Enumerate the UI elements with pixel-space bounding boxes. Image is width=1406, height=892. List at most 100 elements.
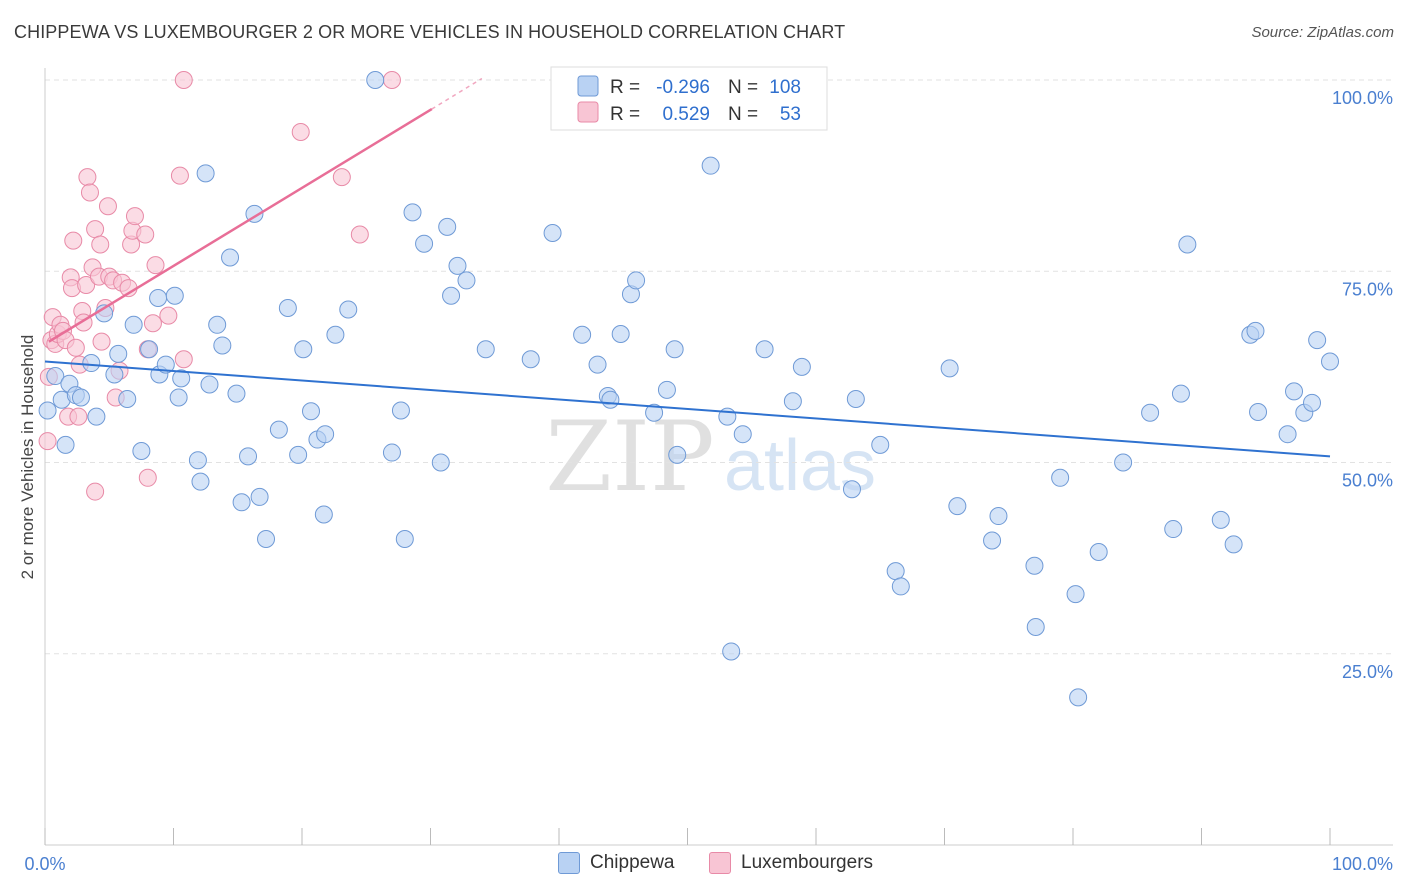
chippewa-point bbox=[1246, 321, 1265, 340]
chippewa-point bbox=[232, 493, 251, 512]
chippewa-point bbox=[1211, 510, 1230, 529]
chippewa-point bbox=[278, 298, 297, 317]
legend-swatch-luxembourgers bbox=[577, 101, 599, 123]
chippewa-point bbox=[109, 344, 128, 363]
luxembourgers-point bbox=[77, 276, 96, 295]
chippewa-point bbox=[476, 340, 495, 359]
x-tick-label: 100.0% bbox=[1332, 854, 1393, 874]
chippewa-point bbox=[543, 224, 562, 242]
y-tick-labels: 25.0% 50.0% 75.0% 100.0% bbox=[1332, 88, 1393, 682]
luxembourgers-point bbox=[174, 350, 193, 369]
chippewa-point bbox=[165, 286, 184, 305]
chippewa-point bbox=[188, 451, 207, 470]
chippewa-point bbox=[1089, 543, 1108, 562]
chippewa-point bbox=[391, 401, 410, 420]
luxembourgers-point bbox=[98, 197, 117, 216]
chippewa-point bbox=[1308, 331, 1327, 350]
luxembourgers-trend-line bbox=[48, 108, 433, 343]
chippewa-point bbox=[250, 487, 269, 506]
luxembourgers-point bbox=[146, 256, 165, 275]
chippewa-point bbox=[213, 336, 232, 355]
chippewa-point bbox=[294, 340, 313, 359]
top-legend: R = -0.296 N = 108 R = 0.529 N = 53 bbox=[550, 66, 828, 131]
chart-title: CHIPPEWA VS LUXEMBOURGER 2 OR MORE VEHIC… bbox=[14, 22, 846, 42]
chippewa-point bbox=[1303, 393, 1322, 412]
chippewa-point bbox=[1178, 235, 1197, 254]
chippewa-point bbox=[1051, 468, 1070, 487]
legend-n-value-1: 108 bbox=[769, 77, 801, 98]
luxembourgers-points bbox=[38, 71, 401, 501]
chippewa-point bbox=[326, 325, 345, 344]
chippewa-point bbox=[132, 442, 151, 461]
luxembourgers-point bbox=[350, 225, 369, 244]
chippewa-point bbox=[191, 472, 210, 491]
chippewa-point bbox=[645, 403, 664, 422]
chippewa-point bbox=[71, 388, 90, 407]
chippewa-point bbox=[156, 355, 175, 374]
chippewa-point bbox=[1141, 403, 1160, 422]
chippewa-point bbox=[457, 271, 476, 290]
chippewa-point bbox=[56, 435, 75, 454]
luxembourgers-point bbox=[69, 407, 88, 426]
chippewa-point bbox=[521, 350, 540, 369]
legend-r-label-1: R = bbox=[610, 77, 640, 98]
luxembourgers-point bbox=[38, 432, 57, 451]
x-tick-label: 0.0% bbox=[24, 854, 65, 874]
legend-r-value-1: -0.296 bbox=[656, 77, 710, 98]
chippewa-point bbox=[366, 71, 385, 89]
chippewa-point bbox=[1171, 384, 1190, 403]
chippewa-point bbox=[149, 289, 168, 308]
chippewa-point bbox=[339, 300, 358, 319]
chippewa-point bbox=[82, 354, 101, 373]
chippewa-point bbox=[118, 390, 137, 409]
legend-n-label-2: N = bbox=[728, 104, 758, 125]
legend-label-chippewa: Chippewa bbox=[590, 852, 675, 873]
trend-lines bbox=[44, 77, 1331, 458]
axes bbox=[44, 68, 1393, 846]
legend-n-value-2: 53 bbox=[780, 104, 801, 125]
chippewa-point bbox=[891, 577, 910, 596]
chippewa-point bbox=[627, 271, 646, 290]
luxembourgers-point bbox=[64, 231, 83, 250]
luxembourgers-point bbox=[291, 123, 310, 142]
chippewa-point bbox=[1285, 382, 1304, 401]
chippewa-point bbox=[221, 248, 240, 267]
chippewa-point bbox=[1066, 585, 1085, 604]
luxembourgers-point bbox=[80, 183, 99, 202]
legend-item-chippewa: Chippewa bbox=[558, 852, 675, 874]
luxembourgers-point bbox=[174, 71, 193, 89]
y-tick-label: 50.0% bbox=[1342, 471, 1393, 491]
legend-item-luxembourgers: Luxembourgers bbox=[709, 852, 873, 874]
chippewa-point bbox=[983, 531, 1002, 550]
chippewa-point bbox=[1224, 535, 1243, 554]
legend-label-luxembourgers: Luxembourgers bbox=[741, 852, 874, 873]
chippewa-point bbox=[314, 505, 333, 524]
chippewa-point bbox=[611, 324, 630, 343]
luxembourgers-point bbox=[92, 332, 111, 351]
chippewa-point bbox=[846, 390, 865, 409]
chippewa-point bbox=[722, 642, 741, 661]
chippewa-point bbox=[403, 203, 422, 222]
chippewa-point bbox=[1321, 352, 1339, 371]
chippewa-point bbox=[289, 445, 308, 464]
watermark-zip: ZIP bbox=[545, 401, 714, 513]
luxembourgers-point bbox=[91, 235, 110, 254]
luxembourgers-point bbox=[86, 482, 105, 501]
chippewa-point bbox=[792, 357, 811, 376]
legend-swatch-chippewa bbox=[577, 75, 599, 97]
chippewa-point bbox=[140, 340, 159, 359]
legend-swatch-chippewa-bottom bbox=[558, 852, 580, 874]
y-tick-label: 25.0% bbox=[1342, 662, 1393, 682]
chippewa-point bbox=[668, 445, 687, 464]
luxembourgers-point bbox=[86, 220, 105, 239]
chippewa-point bbox=[783, 392, 802, 411]
chippewa-point bbox=[886, 562, 905, 581]
chippewa-point bbox=[940, 359, 959, 378]
source-label: Source: ZipAtlas.com bbox=[1251, 24, 1394, 41]
chippewa-point bbox=[169, 388, 188, 407]
chippewa-point bbox=[1278, 425, 1297, 444]
luxembourgers-point bbox=[66, 338, 85, 357]
chippewa-point bbox=[948, 497, 967, 516]
chippewa-point bbox=[196, 164, 215, 183]
